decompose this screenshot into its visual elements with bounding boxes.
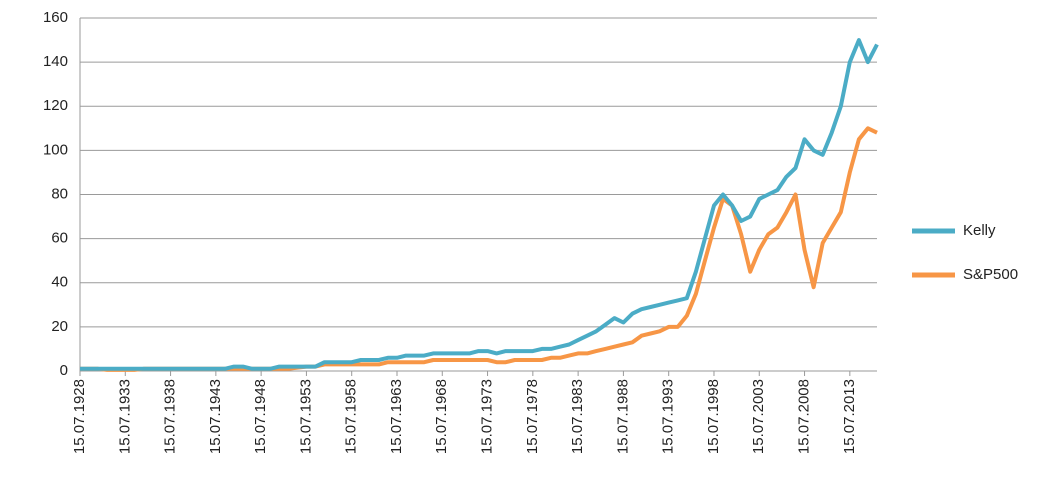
- y-tick-label: 120: [43, 97, 68, 114]
- y-tick-label: 160: [43, 9, 68, 26]
- x-tick-label: 15.07.2003: [750, 379, 767, 454]
- y-tick-label: 60: [51, 230, 68, 247]
- x-tick-label: 15.07.2013: [841, 379, 858, 454]
- y-tick-label: 140: [43, 53, 68, 70]
- y-tick-label: 40: [51, 274, 68, 291]
- series-line: [80, 126, 878, 372]
- x-tick-label: 15.07.1973: [479, 379, 496, 454]
- y-tick-label: 80: [51, 185, 68, 202]
- x-tick-label: 15.07.1983: [569, 379, 586, 454]
- x-tick-label: 15.07.1928: [71, 379, 88, 454]
- x-tick-label: 15.07.1993: [660, 379, 677, 454]
- x-tick-label: 15.07.1958: [343, 379, 360, 454]
- legend-label: Kelly: [963, 222, 996, 239]
- x-tick-label: 15.07.1933: [116, 379, 133, 454]
- legend-label: S&P500: [963, 266, 1018, 283]
- y-tick-label: 0: [60, 362, 68, 379]
- x-tick-label: 15.07.1938: [162, 379, 179, 454]
- x-tick-label: 15.07.1988: [614, 379, 631, 454]
- y-tick-label: 100: [43, 141, 68, 158]
- x-tick-label: 15.07.1978: [524, 379, 541, 454]
- x-tick-label: 15.07.1943: [207, 379, 224, 454]
- x-tick-label: 15.07.1968: [433, 379, 450, 454]
- x-tick-label: 15.07.1998: [705, 379, 722, 454]
- x-tick-label: 15.07.1953: [297, 379, 314, 454]
- x-tick-label: 15.07.1963: [388, 379, 405, 454]
- y-tick-label: 20: [51, 318, 68, 335]
- x-tick-label: 15.07.2008: [796, 379, 813, 454]
- series-line: [80, 38, 879, 371]
- x-tick-label: 15.07.1948: [252, 379, 269, 454]
